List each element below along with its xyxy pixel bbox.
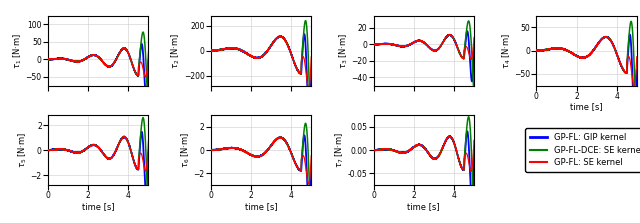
Y-axis label: $\tau_3$ [N·m]: $\tau_3$ [N·m]: [337, 33, 350, 69]
Y-axis label: $\tau_6$ [N·m]: $\tau_6$ [N·m]: [179, 132, 192, 168]
Y-axis label: $\tau_4$ [N·m]: $\tau_4$ [N·m]: [500, 33, 513, 69]
X-axis label: time [s]: time [s]: [244, 202, 277, 211]
X-axis label: time [s]: time [s]: [570, 102, 603, 111]
X-axis label: time [s]: time [s]: [408, 202, 440, 211]
Y-axis label: $\tau_2$ [N·m]: $\tau_2$ [N·m]: [170, 33, 182, 69]
Y-axis label: $\tau_1$ [N·m]: $\tau_1$ [N·m]: [12, 33, 24, 69]
Y-axis label: $\tau_7$ [N·m]: $\tau_7$ [N·m]: [333, 132, 346, 168]
X-axis label: time [s]: time [s]: [82, 202, 115, 211]
Legend: GP-FL: GIP kernel, GP-FL-DCE: SE kernel, GP-FL: SE kernel: GP-FL: GIP kernel, GP-FL-DCE: SE kernel,…: [525, 128, 640, 172]
Y-axis label: $\tau_5$ [N·m]: $\tau_5$ [N·m]: [17, 132, 29, 168]
